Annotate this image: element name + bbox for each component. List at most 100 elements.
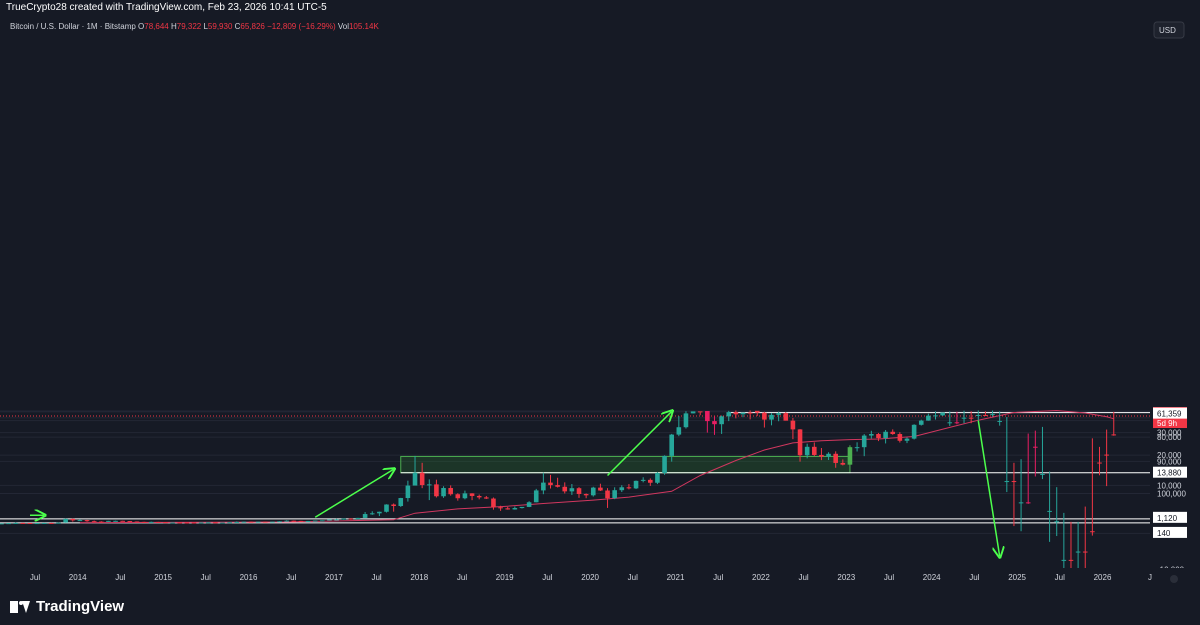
candle-body [833,453,838,463]
candle [448,485,453,496]
candle [1054,487,1060,537]
y-tick-label: 10,000 [1157,481,1182,490]
y-tick-label: 90,000 [1157,457,1182,466]
candle [334,518,339,521]
candle [362,512,368,518]
trend-arrow [607,411,672,477]
candle [462,490,468,500]
candle [690,411,696,414]
candle-body [191,522,197,524]
candle-body [369,513,375,515]
candle [498,505,503,511]
candle-body [747,412,753,414]
candle [184,522,190,524]
candle-body [519,506,525,509]
candle-body [13,522,19,524]
moving-average-line [79,409,1114,524]
candle [1075,521,1081,571]
trend-arrow [314,469,393,518]
close-label: C [234,22,241,31]
candle [548,474,553,489]
candle-body [812,446,817,455]
candle [512,506,518,510]
candle-body [320,520,325,522]
candle [391,503,396,512]
candle [141,521,147,523]
candle [277,521,282,523]
candle-body [676,427,682,435]
candle-body [448,488,453,495]
candle-body [847,447,853,465]
y-tick-label: 100,000 [1157,490,1186,499]
volume-label: Vol [337,22,349,31]
price-axis[interactable]: -10,00010,00020,00030,00040,00050,00060,… [1150,16,1200,590]
candle-body [933,415,938,417]
level-price-label: 61,359 [1153,407,1187,419]
candle-body [783,413,789,421]
candle-body [291,520,297,522]
candle-body [41,522,47,524]
x-tick-label: Jul [884,573,894,582]
candle-body [797,429,803,456]
candle-body [148,521,154,523]
x-tick-label: Jul [30,573,40,582]
candle [769,412,774,426]
candle-body [776,413,781,415]
candle-body [255,521,261,523]
candle [163,522,168,524]
time-axis[interactable]: Jul 2014 Jul 2015 Jul 2016 Jul 2017 Jul 2018 Jul 20… [0,568,1200,590]
x-tick-label: 2017 [325,573,343,582]
candle [648,478,653,486]
candle [405,480,411,502]
candle [619,485,625,493]
tradingview-logo[interactable]: TradingView [10,598,124,615]
currency-button[interactable]: USD [1153,21,1185,39]
svg-text:1,120: 1,120 [1157,514,1178,523]
candle [284,520,289,522]
candle [819,448,824,461]
candle [897,432,903,443]
candle-body [583,494,589,496]
candle [491,497,496,510]
candle-body [198,522,204,524]
candle-body [348,518,354,520]
candle [484,496,489,499]
candle [63,518,68,523]
candle-body [983,414,988,416]
candle [234,521,240,523]
support-zones [400,455,851,474]
candle [1018,459,1024,532]
candle [312,520,318,522]
candle [220,522,225,524]
candle-body [961,417,967,419]
x-tick-label: Jul [542,573,552,582]
price-chart[interactable]: -10,00010,00020,00030,00040,00050,00060,… [0,16,1200,590]
attribution-bar: TrueCrypto28 created with TradingView.co… [0,0,1200,16]
x-tick-label: Jul [286,573,296,582]
candle [569,484,575,495]
candle-body [312,520,318,522]
candle [997,411,1002,426]
candle-body [954,422,960,424]
candle-body [412,472,418,486]
candle [1068,521,1074,590]
svg-text:140: 140 [1157,529,1171,538]
candle-body [419,472,425,486]
candle-body [740,412,746,415]
candle-body [227,522,232,524]
candle-body [918,420,924,425]
candle-body [1054,521,1060,523]
ohlc-legend: Bitcoin / U.S. Dollar · 1M · Bitstamp O7… [10,22,379,31]
candle [804,443,810,459]
candle-body [1090,531,1095,533]
x-tick-label: 2021 [667,573,685,582]
candle-body [619,487,625,491]
candle-body [655,472,660,483]
candle [455,493,461,501]
candle [91,520,97,523]
candle [77,519,83,522]
candle-body [334,519,339,521]
candle-body [56,522,61,524]
candle [683,411,689,429]
